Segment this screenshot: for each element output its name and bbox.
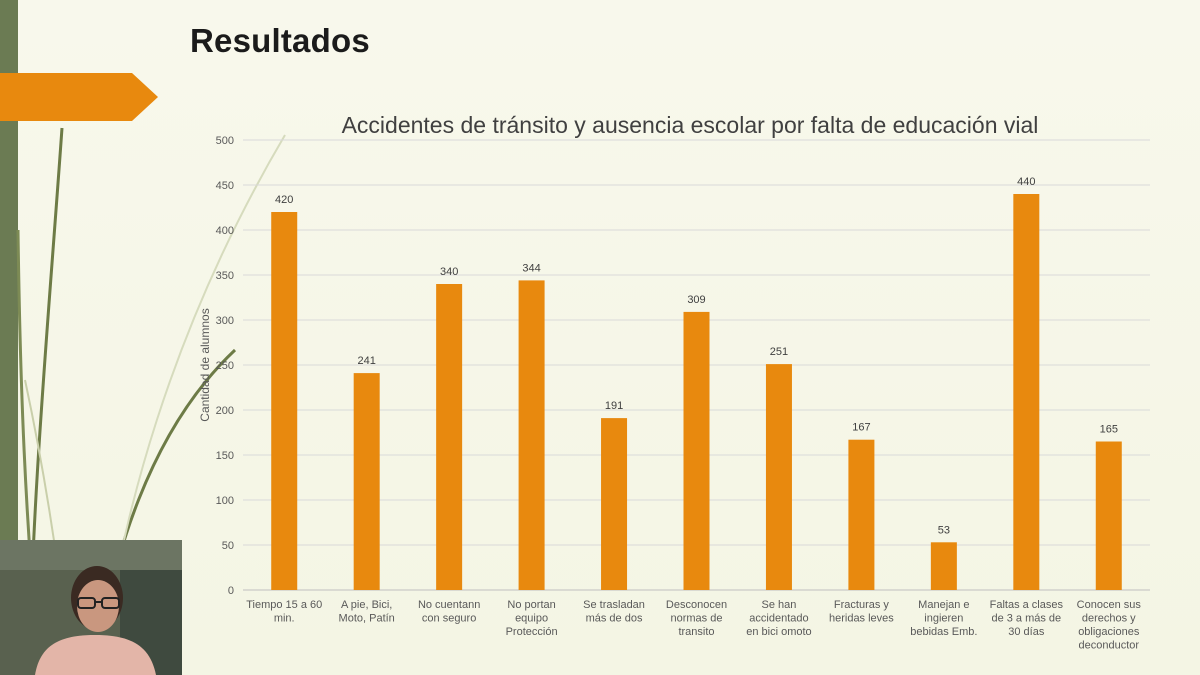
x-tick-label: Se trasladan más de dos (583, 599, 645, 625)
x-tick-label: Conocen sus derechos y obligaciones decondu… (1077, 599, 1142, 652)
slide-title: Resultados (190, 22, 370, 59)
data-label: 344 (522, 262, 540, 274)
bar (436, 284, 463, 590)
x-tick-label: A pie, Bici, Moto, Patín (339, 599, 395, 625)
bar (518, 280, 545, 590)
data-label: 191 (605, 400, 623, 412)
y-tick-label: 450 (216, 180, 234, 192)
data-label: 167 (852, 422, 870, 434)
x-tick-label: No cuentann con seguro (418, 599, 480, 625)
presenter-video-feed (0, 540, 182, 675)
y-tick-label: 400 (216, 225, 234, 237)
x-tick-label: Fracturas y heridas leves (829, 599, 894, 625)
bar (683, 311, 710, 590)
left-decorative-strip (0, 0, 18, 675)
y-tick-label: 100 (216, 495, 234, 507)
data-label: 53 (938, 524, 950, 536)
y-tick-labels: 0 50 100 150 200 250 300 350 400 450 500 (216, 135, 234, 597)
y-tick-label: 350 (216, 270, 234, 282)
y-tick-label: 50 (222, 540, 234, 552)
data-label: 309 (687, 294, 705, 306)
data-label: 165 (1100, 424, 1118, 436)
y-axis-label: Cantidad de alumnos (198, 308, 212, 421)
y-tick-label: 150 (216, 450, 234, 462)
y-tick-label: 200 (216, 405, 234, 417)
data-label: 251 (770, 346, 788, 358)
x-tick-label: Faltas a clases de 3 a más de 30 días (990, 599, 1064, 638)
bar (930, 542, 957, 590)
bar (353, 373, 380, 590)
bar (271, 212, 298, 590)
bars: 420 241 340 344 191 309 251 167 53 440 165 (271, 176, 1122, 590)
bar (1095, 441, 1122, 590)
data-label: 340 (440, 266, 458, 278)
orange-arrow-decoration (0, 73, 158, 121)
data-label: 241 (358, 355, 376, 367)
x-tick-label: Tiempo 15 a 60 min. (246, 599, 322, 625)
x-tick-label: Desconocen normas de transito (666, 599, 727, 638)
bar (1013, 194, 1040, 590)
webcam-video (0, 540, 182, 675)
bar (848, 439, 875, 590)
x-tick-label: Manejan e ingieren bebidas Emb. (910, 599, 977, 638)
x-tick-labels: Tiempo 15 a 60 min. A pie, Bici, Moto, Patí… (246, 599, 1141, 652)
chart-title: Accidentes de tránsito y ausencia escola… (342, 112, 1039, 138)
bar (601, 418, 628, 590)
bar (765, 364, 792, 590)
x-tick-label: Se han accidentado en bici omoto (746, 599, 811, 638)
y-tick-label: 500 (216, 135, 234, 147)
data-label: 420 (275, 194, 293, 206)
x-tick-label: No portan equipo Protección (506, 599, 558, 638)
data-label: 440 (1017, 176, 1035, 188)
y-tick-label: 250 (216, 360, 234, 372)
y-tick-label: 0 (228, 585, 234, 597)
y-tick-label: 300 (216, 315, 234, 327)
